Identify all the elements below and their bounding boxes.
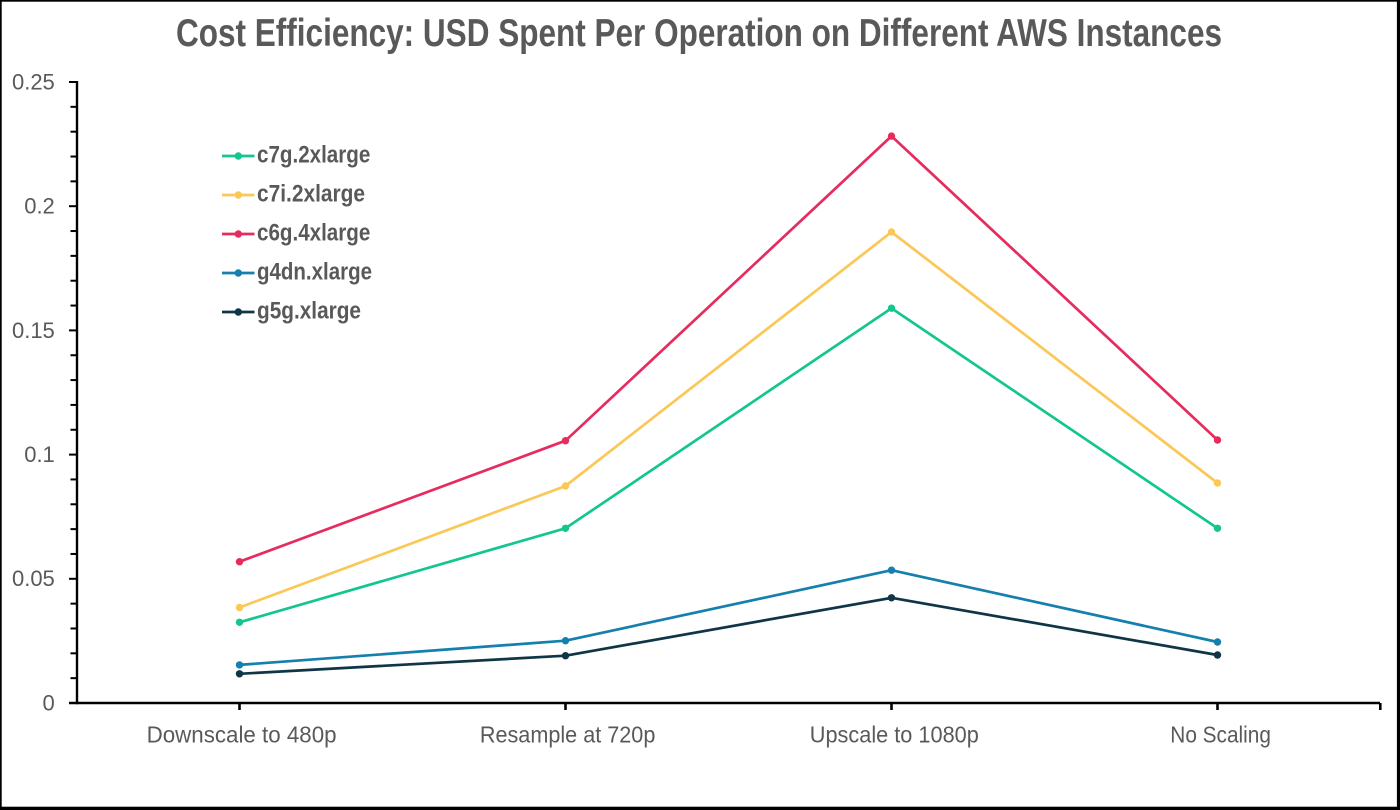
svg-text:Cost Efficiency: USD Spent Per: Cost Efficiency: USD Spent Per Operation… (176, 12, 1222, 55)
svg-text:0.2: 0.2 (24, 194, 55, 219)
svg-text:0.25: 0.25 (12, 69, 55, 94)
svg-text:0: 0 (43, 690, 55, 715)
svg-text:c6g.4xlarge: c6g.4xlarge (257, 220, 370, 247)
svg-text:g4dn.xlarge: g4dn.xlarge (257, 259, 372, 286)
svg-text:Resample at 720p: Resample at 720p (480, 721, 656, 747)
svg-text:g5g.xlarge: g5g.xlarge (257, 298, 361, 325)
svg-text:c7i.2xlarge: c7i.2xlarge (257, 181, 365, 208)
svg-text:Upscale to 1080p: Upscale to 1080p (810, 721, 979, 747)
svg-text:No Scaling: No Scaling (1170, 721, 1271, 747)
svg-text:0.15: 0.15 (12, 318, 55, 343)
svg-text:0.1: 0.1 (24, 442, 55, 467)
svg-text:0.05: 0.05 (12, 566, 55, 591)
svg-text:c7g.2xlarge: c7g.2xlarge (257, 142, 370, 169)
svg-text:Downscale to 480p: Downscale to 480p (147, 721, 337, 747)
